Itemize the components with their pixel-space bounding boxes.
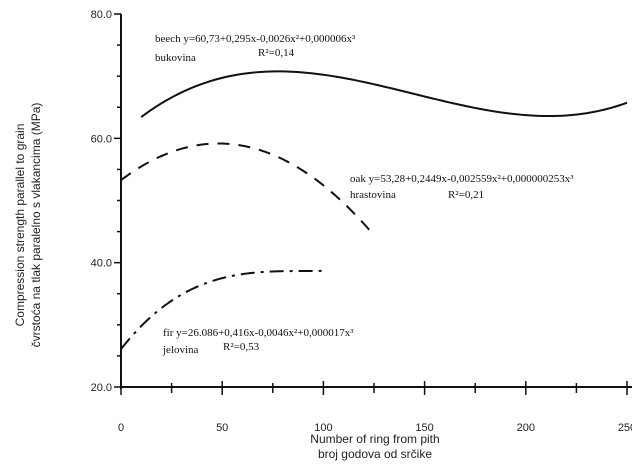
- axes: 20.0 40.0 60.0 80.0 0 50 100 150 200 250: [91, 9, 632, 434]
- series-line-fir: [120, 269, 324, 350]
- y-tick-label: 80.0: [91, 9, 112, 21]
- x-tick-label: 50: [216, 422, 228, 434]
- oak-equation: oak y=53,28+0,2449x-0,002559x²+0,0000002…: [350, 173, 574, 185]
- y-tick-label: 20.0: [91, 382, 112, 394]
- x-axis-subtitle: broj godova od srčike: [318, 447, 432, 461]
- labels-layer: beech y=60,73+0,295x-0,0026x²+0,000006x³…: [13, 33, 574, 461]
- x-tick-label: 200: [517, 422, 535, 434]
- fir-equation: fir y=26.086+0,416x-0,0046x²+0,000017x³: [163, 327, 354, 339]
- fir-local-name: jelovina: [162, 344, 199, 356]
- y-axis-subtitle: čvrstoća na tlak paralelno s vlakancima …: [29, 103, 43, 348]
- fir-r2: R²=0,53: [223, 341, 260, 353]
- y-tick-label: 60.0: [91, 133, 112, 145]
- oak-r2: R²=0,21: [448, 189, 484, 201]
- x-tick-label: 250: [618, 422, 632, 434]
- y-axis-title: Compression strength parallel to grain: [13, 124, 27, 327]
- beech-r2: R²=0,14: [258, 47, 295, 59]
- oak-local-name: hrastovina: [350, 189, 396, 201]
- series-layer: [120, 70, 628, 350]
- x-axis-title: Number of ring from pith: [310, 432, 439, 446]
- series-line-oak: [120, 142, 375, 236]
- series-line-beech: [140, 70, 628, 118]
- beech-local-name: bukovina: [155, 52, 196, 64]
- x-tick-label: 0: [118, 422, 124, 434]
- x-tick-label: 100: [314, 422, 332, 434]
- y-tick-label: 40.0: [91, 258, 112, 270]
- x-tick-label: 150: [415, 422, 433, 434]
- beech-equation: beech y=60,73+0,295x-0,0026x²+0,000006x³: [155, 33, 356, 45]
